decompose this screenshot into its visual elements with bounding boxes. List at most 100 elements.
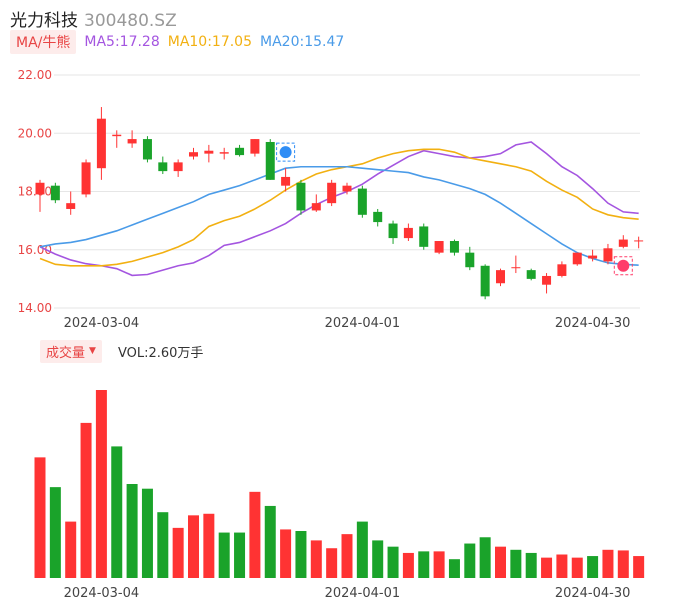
volume-bar xyxy=(95,390,107,578)
candle-body xyxy=(189,152,198,157)
candle-body xyxy=(511,267,521,269)
x-tick-label: 2024-04-30 xyxy=(555,316,631,331)
candle-body xyxy=(588,255,598,259)
candle-body xyxy=(603,248,613,262)
volume-bar xyxy=(479,537,491,578)
volume-bar xyxy=(525,552,537,578)
candle-body xyxy=(265,141,275,180)
volume-bar xyxy=(602,549,614,578)
candle-body xyxy=(465,252,475,268)
volume-bar xyxy=(387,546,399,578)
candle-body xyxy=(342,185,352,192)
volume-bar xyxy=(49,487,61,578)
candle-body xyxy=(281,176,291,186)
x-tick-label: 2024-03-04 xyxy=(64,316,140,331)
y-tick-label: 20.00 xyxy=(18,126,52,140)
candle-body xyxy=(388,223,398,239)
volume-bar xyxy=(571,557,583,578)
caret-down-icon: ▼ xyxy=(89,346,96,356)
x-tick-label: 2024-04-01 xyxy=(325,316,401,331)
y-tick-label: 14.00 xyxy=(18,301,52,315)
ma20-line xyxy=(39,165,639,266)
ma5-line xyxy=(39,141,639,277)
volume-tag[interactable]: 成交量 ▼ xyxy=(40,339,102,363)
candle-body xyxy=(158,162,168,172)
volume-bar xyxy=(295,531,307,578)
volume-bar xyxy=(111,446,123,578)
volume-bar xyxy=(218,532,230,578)
candle-body xyxy=(235,147,245,156)
volume-bar xyxy=(249,491,261,578)
candle-body xyxy=(142,139,152,160)
ma20-label: MA20:15.47 xyxy=(260,34,345,50)
stock-name: 光力科技 xyxy=(10,11,78,31)
candle-body xyxy=(173,162,183,172)
volume-bar xyxy=(541,557,553,578)
buy-marker-icon-frame xyxy=(276,142,296,162)
volume-bar xyxy=(356,521,368,578)
candle-body xyxy=(557,264,567,276)
candle-body xyxy=(572,252,582,265)
volume-bar xyxy=(617,550,629,578)
volume-bar xyxy=(510,549,522,578)
candle-body xyxy=(50,185,60,201)
candle-body xyxy=(526,270,536,279)
candle-body xyxy=(112,134,122,137)
volume-bar xyxy=(310,540,322,578)
volume-bar xyxy=(157,512,169,578)
candle-body xyxy=(496,270,505,284)
candle-body xyxy=(204,150,214,154)
buy-marker-icon xyxy=(279,146,292,159)
indicator-tag[interactable]: MA/牛熊 xyxy=(10,30,77,54)
candle-body xyxy=(480,265,490,297)
stock-header: 光力科技 300480.SZ xyxy=(10,6,177,31)
candle-body xyxy=(373,211,383,223)
candle-body xyxy=(542,275,552,285)
volume-value: VOL:2.60万手 xyxy=(117,345,204,361)
volume-bar xyxy=(188,515,199,578)
volume-bar xyxy=(141,488,153,578)
ma-legend: MA/牛熊 MA5:17.28 MA10:17.05 MA20:15.47 xyxy=(10,30,345,54)
candle-body xyxy=(357,188,367,215)
volume-bar xyxy=(326,548,338,578)
volume-bar xyxy=(65,521,77,578)
volume-bar xyxy=(418,551,430,578)
ma10-line xyxy=(39,148,639,267)
candle-body xyxy=(66,203,76,209)
sell-marker-icon xyxy=(617,259,630,272)
candle-body xyxy=(634,240,644,242)
candle-body xyxy=(219,152,229,154)
candle-body xyxy=(327,182,337,204)
volume-bar xyxy=(448,559,460,578)
candle-body xyxy=(250,139,260,154)
candle-body xyxy=(449,241,459,253)
y-tick-label: 22.00 xyxy=(18,68,52,82)
volume-bar xyxy=(464,543,476,578)
volume-bar xyxy=(341,534,353,578)
volume-bar xyxy=(402,552,414,578)
ma10-label: MA10:17.05 xyxy=(167,34,253,50)
volume-legend: 成交量 ▼ VOL:2.60万手 xyxy=(40,339,204,363)
volume-bar xyxy=(126,484,138,578)
volume-bar xyxy=(587,556,599,578)
volume-bar xyxy=(556,554,568,578)
candle-body xyxy=(434,241,444,253)
candle-body xyxy=(81,162,91,195)
volume-bar xyxy=(203,513,215,578)
candle-body xyxy=(311,203,321,211)
volume-bar xyxy=(372,540,384,578)
candle-body xyxy=(618,239,628,247)
volume-bar xyxy=(172,527,184,578)
x-tick-label: 2024-04-30 xyxy=(555,586,631,601)
volume-bar xyxy=(280,529,292,578)
candle-body xyxy=(403,227,413,239)
candle-body xyxy=(419,226,429,247)
volume-bar xyxy=(433,551,445,578)
volume-bar xyxy=(264,505,276,578)
stock-code: 300480.SZ xyxy=(84,11,177,31)
volume-bar xyxy=(495,546,506,578)
volume-tag-label: 成交量 xyxy=(46,345,86,361)
y-tick-label: 18.00 xyxy=(18,185,52,199)
sell-marker-icon-frame xyxy=(613,256,633,276)
